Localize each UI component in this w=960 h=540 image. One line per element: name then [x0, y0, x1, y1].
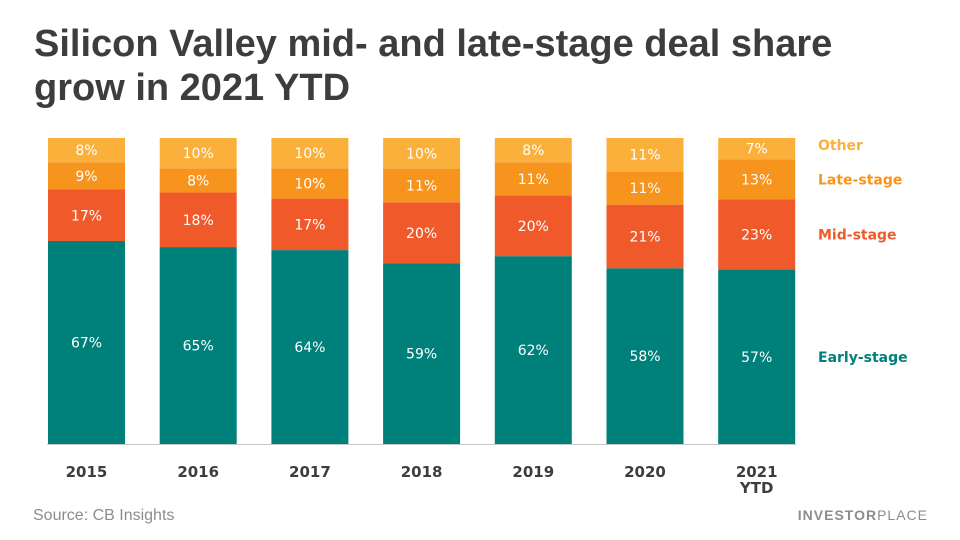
- data-label-late-2016: 8%: [187, 173, 209, 189]
- data-label-early-2018: 59%: [406, 347, 437, 363]
- data-label-early-2019: 62%: [518, 343, 549, 359]
- data-label-late-2018: 11%: [406, 178, 437, 194]
- bar-other-2021-ytd: [718, 138, 796, 160]
- bar-mid-2019: [494, 195, 572, 257]
- data-label-early-2020: 58%: [629, 349, 660, 365]
- bar-early-2020: [606, 268, 684, 444]
- bar-early-2017: [271, 250, 349, 444]
- data-label-mid-2016: 18%: [183, 213, 214, 229]
- bar-early-2015: [48, 241, 125, 444]
- x-tick-label-2017: 2017: [289, 463, 331, 481]
- data-label-other-2021-ytd: 7%: [746, 142, 768, 158]
- bar-late-2021-ytd: [718, 159, 796, 200]
- x-tick-label-2016: 2016: [177, 463, 219, 481]
- bar-other-2015: [48, 138, 125, 163]
- data-label-other-2017: 10%: [294, 146, 325, 162]
- bar-other-2016: [159, 138, 237, 169]
- bar-late-2017: [271, 168, 349, 199]
- bar-mid-2021-ytd: [718, 199, 796, 270]
- data-label-other-2019: 8%: [522, 143, 544, 159]
- bar-other-2018: [383, 138, 461, 169]
- data-label-late-2015: 9%: [75, 169, 97, 185]
- bar-early-2019: [494, 256, 572, 444]
- data-label-mid-2015: 17%: [71, 208, 102, 224]
- bar-late-2018: [383, 168, 461, 203]
- data-label-early-2015: 67%: [71, 336, 102, 352]
- data-label-other-2016: 10%: [183, 146, 214, 162]
- x-tick-label-2020: 2020: [624, 463, 666, 481]
- bar-mid-2015: [48, 189, 125, 242]
- chart-title: Silicon Valley mid- and late-stage deal …: [34, 23, 833, 109]
- bar-late-2016: [159, 168, 237, 193]
- brand-logo: INVESTORPLACE: [798, 507, 928, 523]
- data-label-mid-2021-ytd: 23%: [741, 227, 772, 243]
- brand-logo-light: PLACE: [877, 507, 928, 523]
- source-note: Source: CB Insights: [33, 507, 175, 524]
- data-label-late-2017: 10%: [294, 176, 325, 192]
- x-tick-label-2015: 2015: [66, 463, 108, 481]
- legend-early: Early-stage: [818, 350, 908, 366]
- bar-early-2016: [159, 247, 237, 444]
- legend-other: Other: [818, 138, 863, 154]
- data-label-early-2016: 65%: [183, 339, 214, 355]
- bar-early-2018: [383, 263, 461, 444]
- data-label-mid-2017: 17%: [294, 217, 325, 233]
- data-label-late-2020: 11%: [629, 181, 660, 197]
- data-label-other-2018: 10%: [406, 146, 437, 162]
- data-label-mid-2019: 20%: [518, 219, 549, 235]
- bar-other-2017: [271, 138, 349, 169]
- bar-other-2019: [494, 138, 572, 163]
- data-label-late-2019: 11%: [518, 172, 549, 188]
- bar-late-2015: [48, 162, 125, 190]
- legend-mid: Mid-stage: [818, 227, 897, 243]
- legend-late: Late-stage: [818, 172, 902, 188]
- bar-early-2021-ytd: [718, 269, 796, 444]
- data-label-mid-2018: 20%: [406, 226, 437, 242]
- x-tick-label-2021-ytd-line2: YTD: [739, 479, 774, 497]
- x-tick-label-2018: 2018: [401, 463, 443, 481]
- bar-mid-2020: [606, 204, 684, 269]
- data-label-other-2020: 11%: [629, 148, 660, 164]
- data-label-early-2021-ytd: 57%: [741, 350, 772, 366]
- x-tick-label-2021-ytd-line1: 2021: [736, 463, 778, 481]
- data-label-early-2017: 64%: [294, 340, 325, 356]
- bar-other-2020: [606, 138, 684, 172]
- brand-logo-bold: INVESTOR: [797, 507, 878, 523]
- bar-late-2019: [494, 162, 572, 196]
- bar-mid-2017: [271, 198, 349, 251]
- data-label-late-2021-ytd: 13%: [741, 172, 772, 188]
- bar-late-2020: [606, 171, 684, 205]
- data-label-other-2015: 8%: [75, 143, 97, 159]
- data-label-mid-2020: 21%: [629, 229, 660, 245]
- x-tick-label-2019: 2019: [512, 463, 554, 481]
- bar-mid-2016: [159, 192, 237, 248]
- bar-mid-2018: [383, 202, 461, 264]
